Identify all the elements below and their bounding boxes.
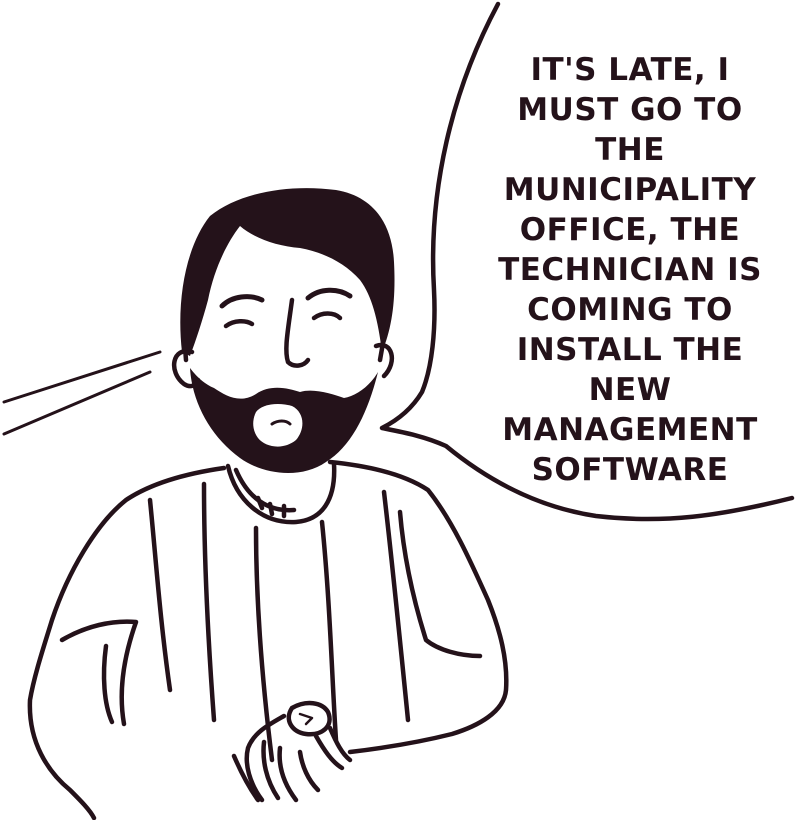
speech-bubble-text: IT'S LATE, I MUST GO TO THE MUNICIPALITY…: [488, 50, 772, 490]
speech-line: SOFTWARE: [531, 452, 729, 488]
speech-line: MUNICIPALITY: [503, 172, 757, 208]
mouth: [253, 404, 303, 447]
character-body: [27, 459, 509, 820]
speech-bubble: [379, 1, 795, 522]
speech-line: TECHNICIAN IS: [498, 252, 762, 288]
speech-line: THE: [595, 132, 665, 168]
hand: [231, 713, 321, 803]
eyes: [219, 287, 353, 329]
speech-line: COMING TO: [527, 292, 733, 328]
speech-line: OFFICE, THE: [519, 212, 741, 248]
motion-lines: [2, 350, 162, 436]
speech-line: IT'S LATE, I: [530, 52, 730, 88]
right-ear: [373, 342, 395, 379]
speech-line: MUST GO TO: [517, 92, 743, 128]
collar: [225, 461, 337, 525]
speech-line: NEW: [588, 372, 672, 408]
wristwatch: [286, 700, 353, 771]
speech-line: INSTALL THE: [516, 332, 744, 368]
hair: [180, 188, 395, 356]
speech-line: MANAGEMENT: [502, 412, 758, 448]
nose: [284, 297, 311, 368]
